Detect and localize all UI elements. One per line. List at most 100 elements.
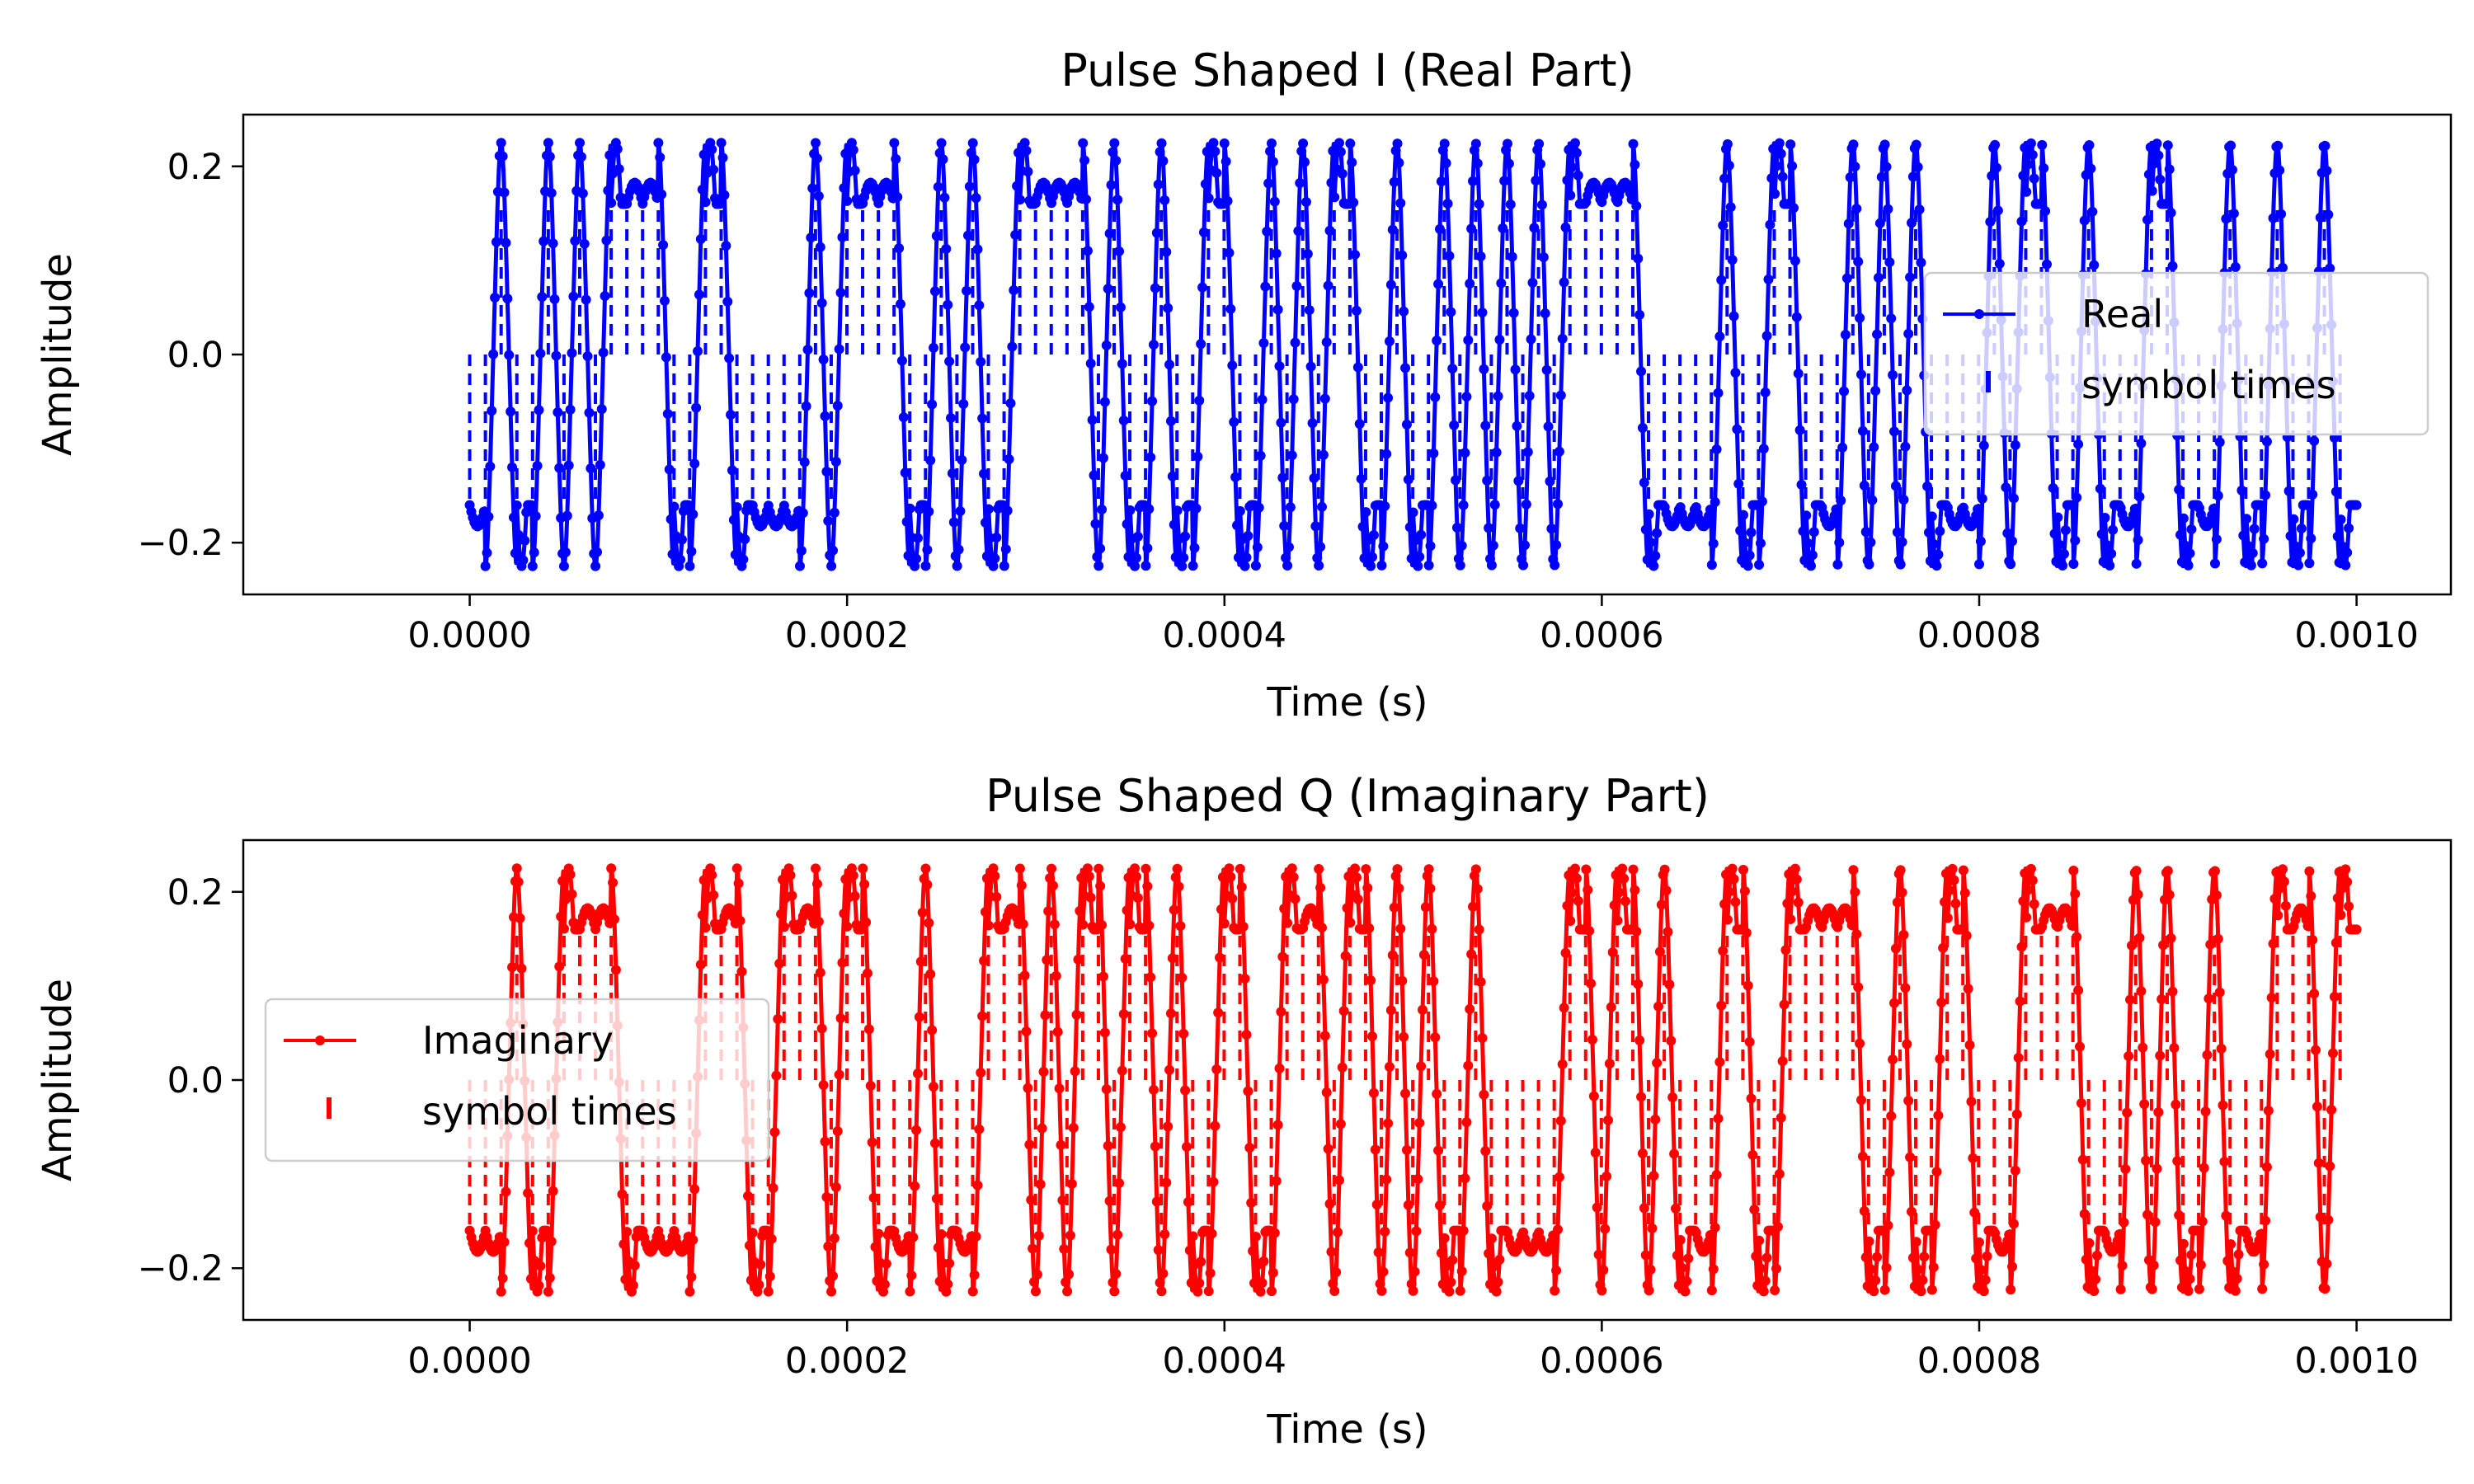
data-point <box>1305 361 1316 372</box>
data-point <box>1148 1084 1159 1095</box>
data-point <box>1205 1268 1216 1279</box>
data-point <box>1430 392 1441 402</box>
data-point <box>1776 1112 1786 1123</box>
data-point <box>1780 945 1791 956</box>
data-point <box>1383 392 1394 403</box>
data-point <box>1235 505 1245 516</box>
data-point <box>1427 923 1437 934</box>
data-point <box>948 517 959 528</box>
data-point <box>1118 1009 1129 1020</box>
data-point <box>1367 552 1378 562</box>
data-point <box>1447 1255 1458 1266</box>
data-point <box>1446 1277 1456 1288</box>
data-point <box>1472 884 1483 895</box>
legend-box <box>1923 271 2429 436</box>
data-point <box>1519 540 1530 551</box>
data-point <box>818 1080 829 1091</box>
data-point <box>513 529 524 540</box>
data-point <box>2221 214 2232 224</box>
data-point <box>1082 863 1093 874</box>
data-point <box>920 863 931 874</box>
data-point <box>1645 1265 1656 1275</box>
data-point <box>1165 1008 1176 1019</box>
data-point <box>811 879 822 890</box>
data-point <box>1900 983 1911 993</box>
data-point <box>2269 894 2280 904</box>
data-point <box>501 1186 511 1197</box>
data-point <box>2312 1101 2322 1112</box>
data-point <box>2072 492 2082 503</box>
data-point <box>565 869 576 880</box>
data-point <box>1540 308 1550 319</box>
data-point <box>1905 272 1916 283</box>
data-point <box>1084 302 1094 312</box>
data-point <box>1560 947 1571 958</box>
data-point <box>1850 162 1860 172</box>
data-point <box>2183 560 2194 571</box>
data-point <box>1581 864 1592 875</box>
chart-panel-i: Pulse Shaped I (Real Part) 0.0000 0.0002 0… <box>35 45 2453 726</box>
data-point <box>1869 1286 1879 1297</box>
data-point <box>567 889 577 899</box>
data-point <box>835 1012 846 1023</box>
data-point <box>1225 871 1236 882</box>
data-point <box>1361 507 1371 518</box>
data-point <box>1562 900 1573 911</box>
data-point <box>1938 942 1949 953</box>
data-point <box>1958 865 1968 876</box>
data-point <box>2209 866 2220 876</box>
data-point <box>2261 1162 2272 1172</box>
data-point <box>1087 415 1098 425</box>
data-point <box>684 1286 695 1297</box>
data-point <box>1122 519 1132 529</box>
data-point <box>957 454 967 465</box>
data-point <box>544 151 555 162</box>
data-point <box>1241 552 1252 563</box>
data-point <box>912 533 923 543</box>
data-point <box>1724 160 1734 171</box>
data-point <box>1227 360 1238 371</box>
data-point <box>1656 899 1667 910</box>
data-point <box>1019 970 1030 981</box>
data-point <box>1864 1236 1874 1247</box>
data-point <box>1758 1286 1769 1297</box>
legend-dot-marker <box>315 1036 325 1045</box>
data-point <box>1272 1120 1283 1130</box>
data-point <box>983 920 994 931</box>
data-point <box>1163 1121 1174 1132</box>
data-point <box>501 237 511 248</box>
data-point <box>1068 1123 1079 1134</box>
data-point <box>1189 542 1200 553</box>
data-point <box>764 1271 775 1282</box>
data-point <box>1555 1115 1566 1126</box>
data-point <box>2049 528 2060 539</box>
data-point <box>2315 1212 2326 1223</box>
data-point <box>1461 1117 1472 1128</box>
data-point <box>1541 364 1552 375</box>
data-point <box>1903 1096 1914 1106</box>
data-point <box>1085 358 1096 369</box>
data-point <box>614 163 624 174</box>
data-point <box>922 544 933 555</box>
data-point <box>1307 418 1318 429</box>
data-point <box>2273 910 2284 921</box>
data-point <box>1743 980 1753 991</box>
data-point <box>1460 448 1470 458</box>
data-point <box>879 1279 890 1289</box>
data-point <box>1373 1247 1384 1258</box>
data-point <box>2167 986 2178 997</box>
data-point <box>2226 1239 2236 1250</box>
data-point <box>2302 500 2313 510</box>
data-point <box>1755 1263 1766 1274</box>
data-point <box>724 353 735 364</box>
data-point <box>504 350 515 360</box>
data-point <box>2304 558 2315 569</box>
data-point <box>2053 512 2063 523</box>
data-point <box>1902 1039 1912 1050</box>
data-point <box>1099 397 1110 407</box>
data-point <box>941 1286 952 1297</box>
data-point <box>1300 157 1310 167</box>
data-point <box>1479 364 1489 374</box>
data-point <box>1782 898 1793 909</box>
data-point <box>1197 282 1208 293</box>
